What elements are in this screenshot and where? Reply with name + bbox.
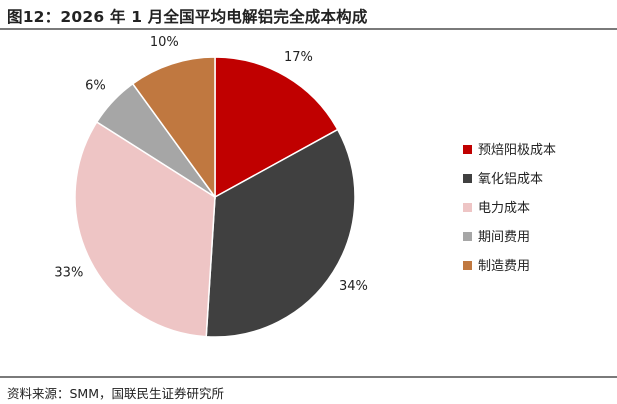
title-rule <box>0 28 617 30</box>
legend-swatch <box>463 203 472 212</box>
source-rule <box>0 376 617 378</box>
data-label: 34% <box>339 279 368 294</box>
legend-swatch <box>463 232 472 241</box>
pie-slice <box>131 56 216 200</box>
data-label: 17% <box>284 50 313 65</box>
legend-swatch <box>463 145 472 154</box>
legend-label: 氧化铝成本 <box>478 172 543 187</box>
pie-labels: 17% 34% 33% 6% 10% <box>54 35 368 294</box>
data-label: 6% <box>85 79 106 94</box>
chart-title: 图12：2026 年 1 月全国平均电解铝完全成本构成 <box>7 8 368 26</box>
legend-swatch <box>463 174 472 183</box>
data-label: 33% <box>54 265 83 280</box>
pie-slice <box>214 56 339 199</box>
data-label: 10% <box>150 35 179 50</box>
legend-label: 制造费用 <box>478 259 530 274</box>
legend-label: 预焙阳极成本 <box>478 143 556 158</box>
pie-slices <box>74 56 356 338</box>
legend-label: 期间费用 <box>478 230 530 245</box>
pie-slice <box>205 128 356 338</box>
legend-swatch <box>463 261 472 270</box>
source-note: 资料来源：SMM，国联民生证券研究所 <box>7 386 225 401</box>
legend-label: 电力成本 <box>478 201 530 216</box>
